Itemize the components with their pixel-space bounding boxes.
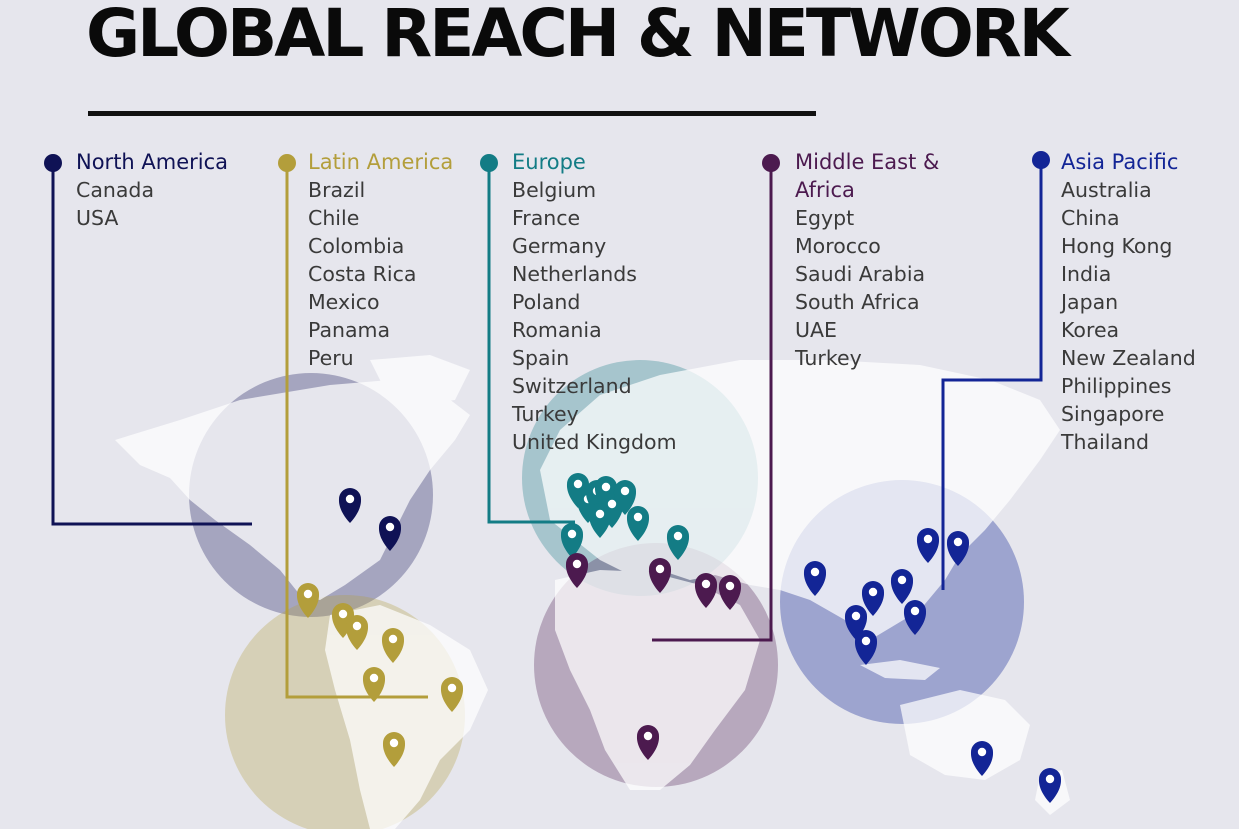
country-item: Spain xyxy=(512,346,570,370)
map-pin-icon xyxy=(903,600,927,635)
region-marker-dot xyxy=(1032,151,1050,169)
map-pin-icon xyxy=(636,725,660,760)
country-item: India xyxy=(1061,262,1112,286)
map-pin-icon xyxy=(916,528,940,563)
country-item: Singapore xyxy=(1061,402,1165,426)
connector-line-europe xyxy=(487,163,575,524)
country-list: Australia China Hong Kong India Japan Korea Ne… xyxy=(1061,176,1196,456)
country-list: Egypt Morocco Saudi Arabia South Africa UAE T… xyxy=(795,204,939,372)
country-item: Thailand xyxy=(1061,430,1150,454)
map-pin-icon xyxy=(946,531,970,566)
country-item: Japan xyxy=(1061,290,1119,314)
connector-line-middle_east_africa xyxy=(652,163,773,642)
country-item: Romania xyxy=(512,318,602,342)
country-item: Germany xyxy=(512,234,607,258)
map-pin-icon xyxy=(588,503,612,538)
region-heading: Europe xyxy=(512,150,586,174)
region-latin-america: Latin America Brazil Chile Colombia Costa R… xyxy=(308,148,453,372)
region-marker-dot xyxy=(44,154,62,172)
country-item: Belgium xyxy=(512,178,597,202)
country-item: Philippines xyxy=(1061,374,1172,398)
map-pin-icon xyxy=(648,558,672,593)
country-item: Korea xyxy=(1061,318,1120,342)
map-pin-icon xyxy=(1038,768,1062,803)
country-item: Turkey xyxy=(795,346,862,370)
map-pin-icon xyxy=(854,630,878,665)
country-item: Chile xyxy=(308,206,360,230)
region-north-america: North America Canada USA xyxy=(76,148,228,232)
continent-greenland xyxy=(370,355,470,405)
map-pin-icon xyxy=(613,480,637,515)
country-item: Panama xyxy=(308,318,391,342)
country-item: China xyxy=(1061,206,1120,230)
country-item: Turkey xyxy=(512,402,579,426)
country-item: Brazil xyxy=(308,178,366,202)
country-item: Poland xyxy=(512,290,581,314)
region-heading: North America xyxy=(76,150,229,174)
region-asia-pacific: Asia Pacific Australia China Hong Kong Indi… xyxy=(1061,148,1196,456)
map-pin-icon xyxy=(345,615,369,650)
map-pin-icon xyxy=(626,506,650,541)
country-item: Netherlands xyxy=(512,262,637,286)
map-pin-icon xyxy=(890,569,914,604)
country-item: Costa Rica xyxy=(308,262,417,286)
country-item: United Kingdom xyxy=(512,430,677,454)
map-pin-icon xyxy=(565,553,589,588)
continent-africa xyxy=(555,570,760,790)
region-heading: Latin America xyxy=(308,150,454,174)
map-pin-icon xyxy=(560,523,584,558)
country-item: Morocco xyxy=(795,234,881,258)
region-heading: Asia Pacific xyxy=(1061,150,1179,174)
country-item: USA xyxy=(76,206,119,230)
country-list: Brazil Chile Colombia Costa Rica Mexico Panam… xyxy=(308,176,453,372)
country-item: France xyxy=(512,206,581,230)
continent-north-america xyxy=(115,380,470,600)
continent-australia xyxy=(900,690,1030,780)
country-item: UAE xyxy=(795,318,837,342)
country-item: Hong Kong xyxy=(1061,234,1173,258)
region-heading: Middle East & Africa xyxy=(795,150,940,202)
country-item: Australia xyxy=(1061,178,1152,202)
continent-indonesia xyxy=(860,660,940,680)
connector-line-asia_pacific xyxy=(941,160,1043,590)
region-middle-east-africa: Middle East & Africa Egypt Morocco Saudi A… xyxy=(795,148,939,372)
country-item: New Zealand xyxy=(1061,346,1196,370)
map-pin-icon xyxy=(718,575,742,610)
country-item: Switzerland xyxy=(512,374,632,398)
connector-line-north_america xyxy=(51,163,252,526)
region-europe: Europe Belgium France Germany Netherlands Po… xyxy=(512,148,677,456)
map-pin-icon xyxy=(803,561,827,596)
page-title: GLOBAL REACH & NETWORK xyxy=(86,0,1070,72)
map-pin-icon xyxy=(861,581,885,616)
region-marker-dot xyxy=(762,154,780,172)
map-pin-icon xyxy=(381,628,405,663)
country-item: Peru xyxy=(308,346,354,370)
country-item: Egypt xyxy=(795,206,855,230)
connector-line-latin_america xyxy=(285,163,428,699)
country-item: South Africa xyxy=(795,290,920,314)
map-pin-icon xyxy=(666,525,690,560)
country-list: Canada USA xyxy=(76,176,228,232)
country-item: Canada xyxy=(76,178,155,202)
map-pin-icon xyxy=(694,573,718,608)
country-item: Mexico xyxy=(308,290,380,314)
country-list: Belgium France Germany Netherlands Poland Rom… xyxy=(512,176,677,456)
map-pin-icon xyxy=(338,488,362,523)
map-pin-icon xyxy=(296,583,320,618)
map-pin-icon xyxy=(362,667,386,702)
region-marker-dot xyxy=(480,154,498,172)
map-pin-icon xyxy=(970,741,994,776)
map-pin-icon xyxy=(440,677,464,712)
continent-south-america xyxy=(325,605,488,829)
map-pin-icon xyxy=(382,732,406,767)
country-item: Colombia xyxy=(308,234,405,258)
region-marker-dot xyxy=(278,154,296,172)
map-pin-icon xyxy=(378,516,402,551)
title-underline xyxy=(88,111,816,116)
country-item: Saudi Arabia xyxy=(795,262,926,286)
